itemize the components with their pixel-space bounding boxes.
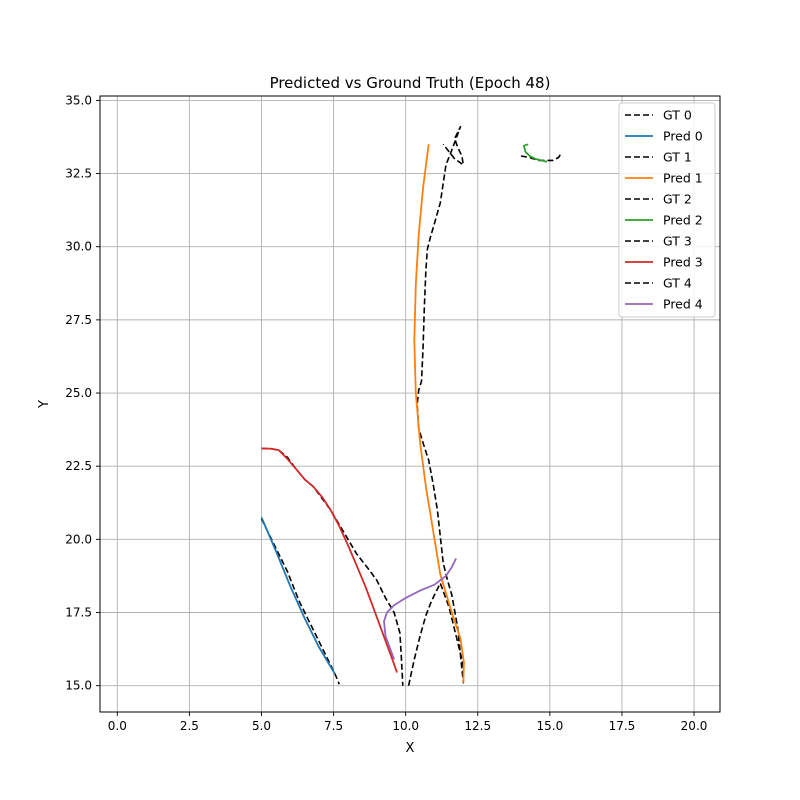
- x-tick-label: 12.5: [464, 719, 491, 733]
- y-tick-label: 25.0: [65, 386, 92, 400]
- y-tick-label: 17.5: [65, 606, 92, 620]
- x-axis-label: X: [406, 741, 415, 756]
- y-tick-label: 35.0: [65, 93, 92, 107]
- legend-label: Pred 2: [663, 213, 703, 228]
- y-axis-label: Y: [37, 400, 52, 409]
- series-line-pred-0: [260, 517, 336, 675]
- series-line-gt-3: [261, 447, 404, 686]
- series-line-pred-2: [523, 143, 548, 163]
- series-line-gt-2: [520, 152, 563, 162]
- y-tick-label: 15.0: [65, 679, 92, 693]
- legend-label: GT 1: [663, 150, 692, 165]
- legend-label: Pred 1: [663, 171, 703, 186]
- legend-label: GT 2: [663, 192, 692, 207]
- legend-label: GT 0: [663, 108, 692, 123]
- legend-label: GT 4: [663, 276, 692, 291]
- tick-layer: 0.0 2.5 5.0 7.5 10.0 12.5 15.0 17.5 20.0 15.0 17.5…: [65, 93, 707, 733]
- x-tick-label: 5.0: [252, 719, 271, 733]
- y-tick-label: 30.0: [65, 240, 92, 254]
- legend-label: Pred 0: [663, 129, 703, 144]
- y-tick-label: 22.5: [65, 459, 92, 473]
- x-tick-label: 0.0: [108, 719, 127, 733]
- plot-frame: [99, 95, 721, 713]
- chart-title: Predicted vs Ground Truth (Epoch 48): [270, 74, 551, 92]
- x-tick-label: 20.0: [681, 719, 708, 733]
- grid-layer: [100, 96, 720, 712]
- legend-label: Pred 3: [663, 255, 703, 270]
- legend: GT 0 Pred 0 GT 1 Pred 1 GT 2 Pred 2 GT 3 Pred 3…: [618, 102, 716, 318]
- legend-label: GT 3: [663, 234, 692, 249]
- y-tick-label: 27.5: [65, 313, 92, 327]
- x-tick-label: 15.0: [537, 719, 564, 733]
- legend-label: Pred 4: [663, 297, 703, 312]
- series-line-pred-1: [413, 144, 465, 683]
- y-tick-label: 32.5: [65, 167, 92, 181]
- series-line-pred-3: [261, 447, 398, 673]
- series-line-pred-4: [383, 558, 457, 660]
- x-tick-label: 10.0: [392, 719, 419, 733]
- series-layer: [260, 125, 563, 686]
- x-tick-label: 7.5: [324, 719, 343, 733]
- x-tick-label: 2.5: [180, 719, 199, 733]
- x-tick-label: 17.5: [609, 719, 636, 733]
- y-tick-label: 20.0: [65, 532, 92, 546]
